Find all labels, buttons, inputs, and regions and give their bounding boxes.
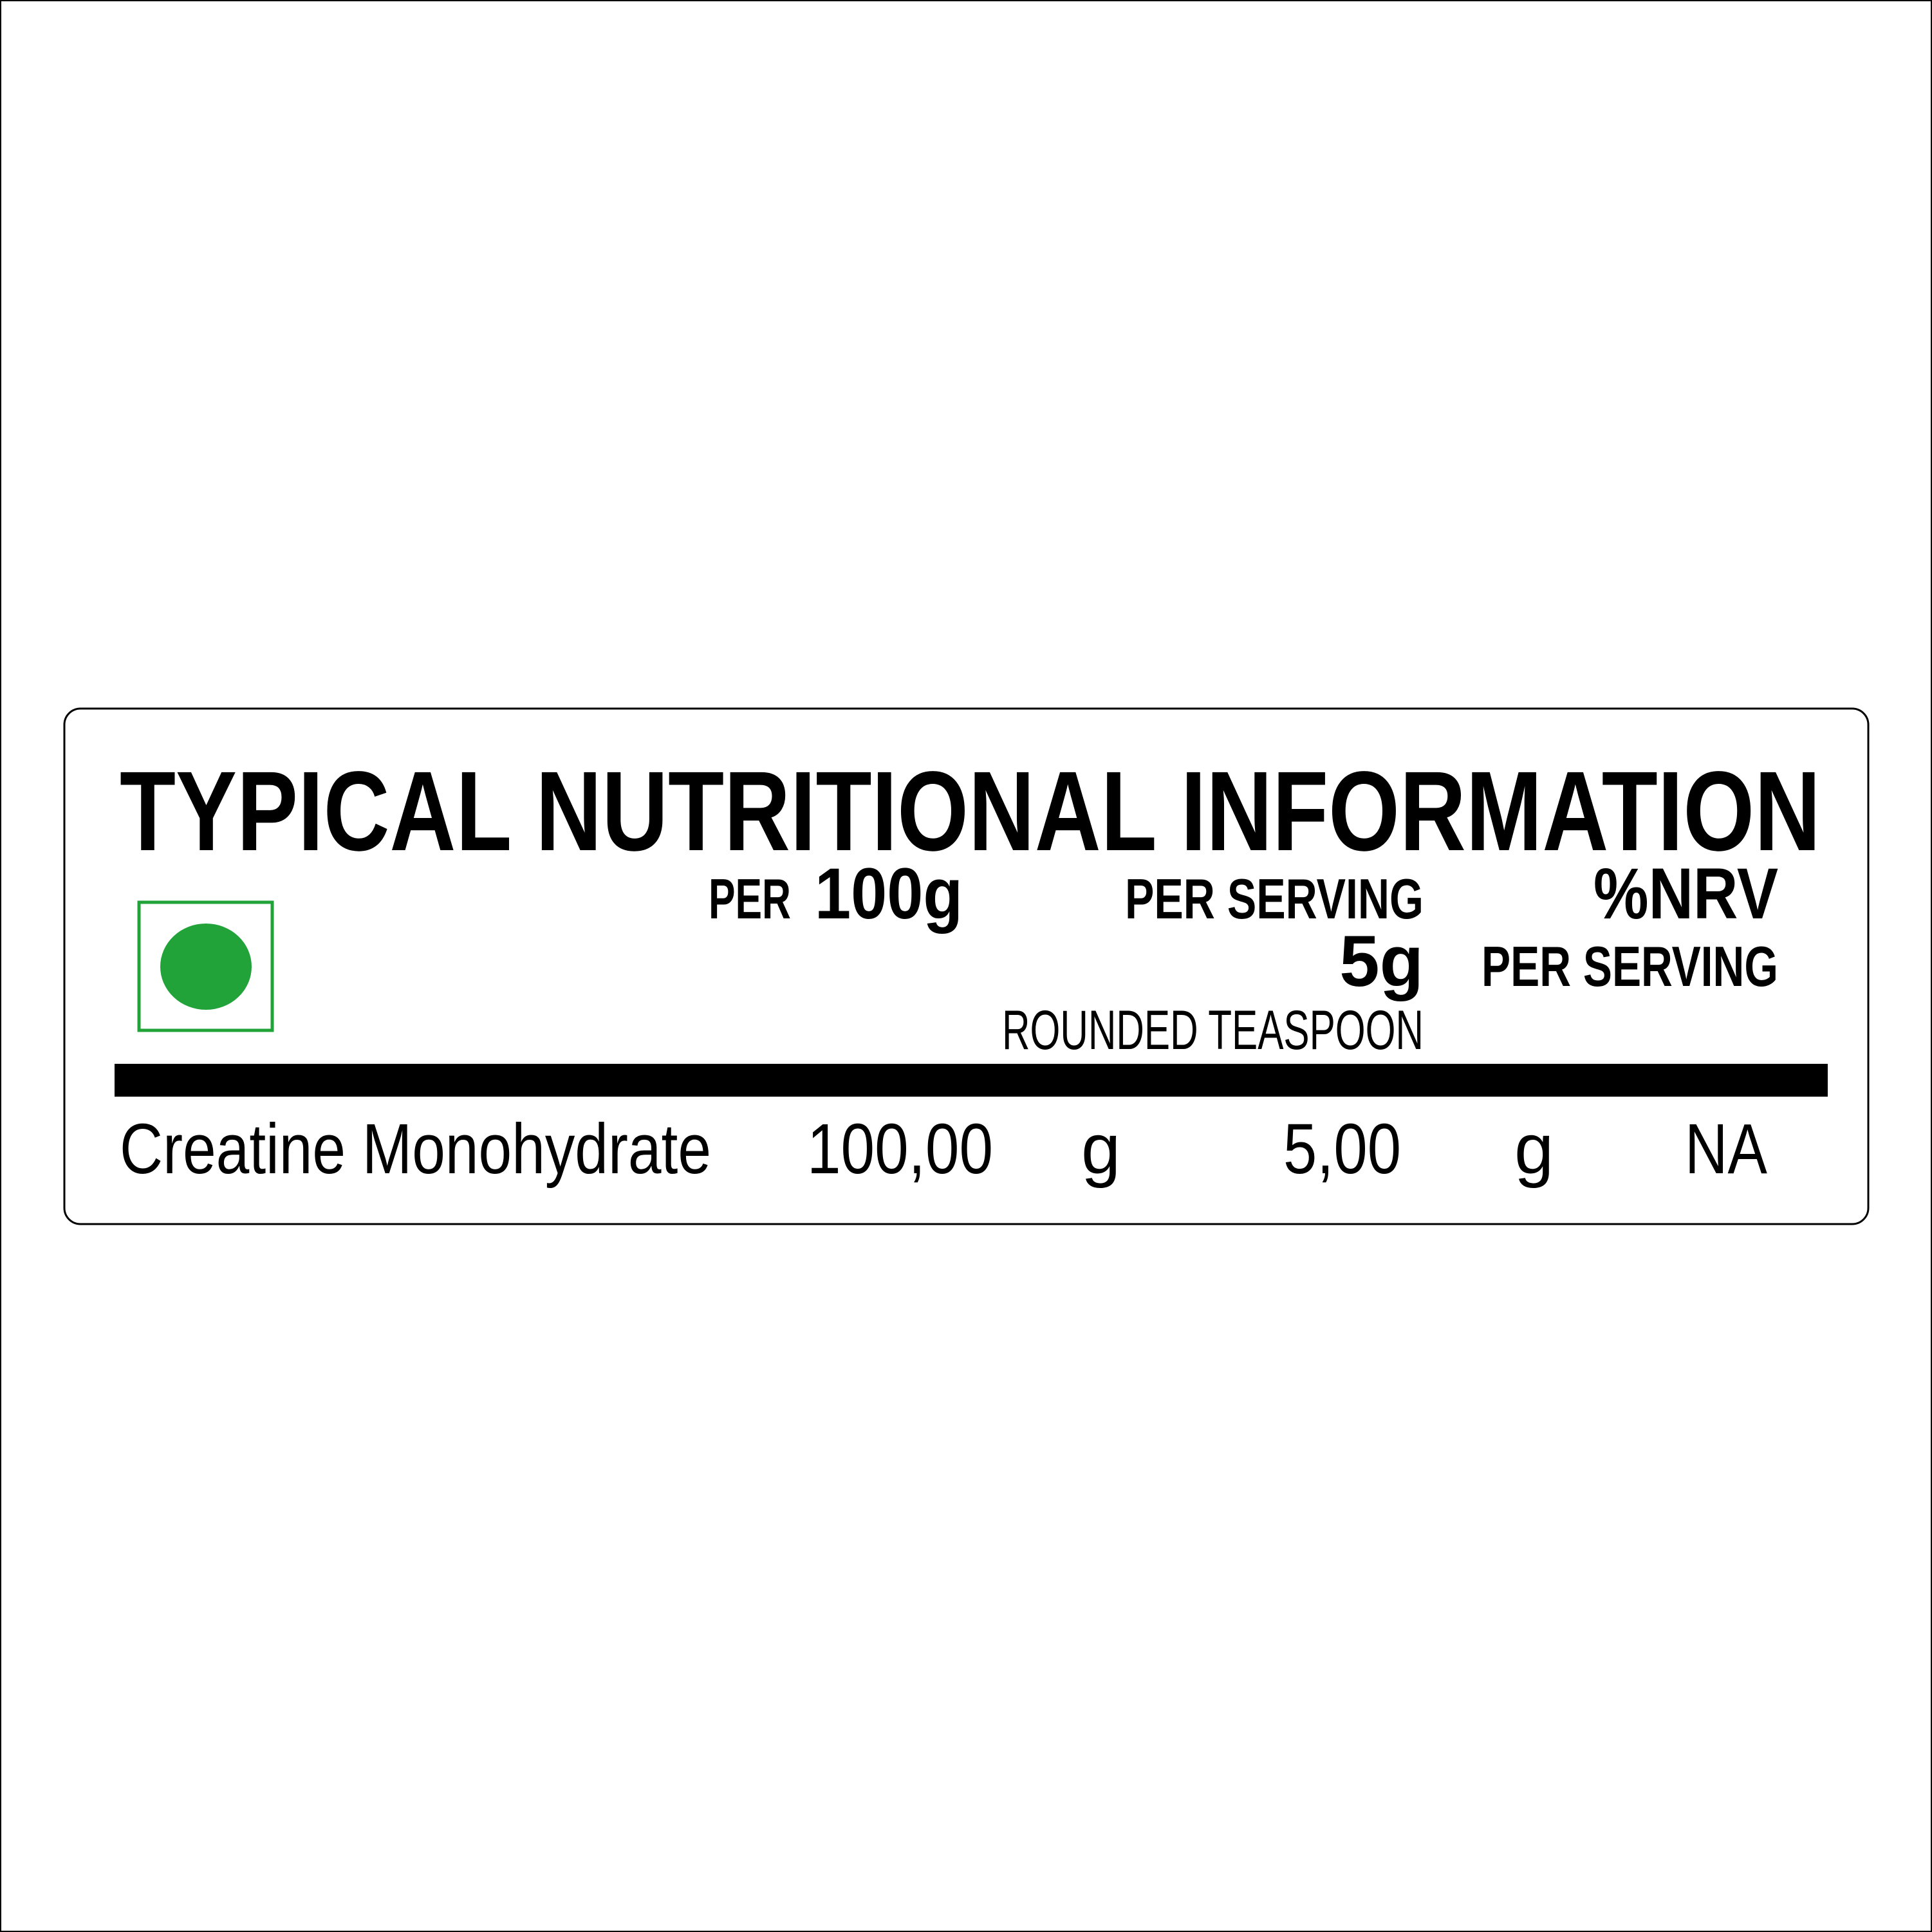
nrv-subheader: PER SERVING [1482,934,1778,998]
serving-size: 5g [1339,921,1424,1001]
per-100g-amount: 100,00 [807,1110,993,1189]
per-serving-header: PER SERVING [1125,867,1424,931]
nrv-header: %NRV [1593,853,1778,934]
veg-mark-icon [137,900,274,1032]
nrv-value: NA [1685,1110,1768,1189]
nutrient-name: Creatine Monohydrate [120,1110,711,1189]
header-divider [115,1064,1828,1097]
per-serving-unit: g [1514,1110,1554,1189]
per-100g-unit: g [1081,1110,1120,1189]
per-serving-amount: 5,00 [1283,1110,1401,1189]
label-title: TYPICAL NUTRITIONAL INFORMATION [120,748,1821,875]
per-100g-prefix: PER [709,867,791,931]
table-row: Creatine Monohydrate 100,00 g 5,00 g NA [120,1110,1768,1189]
per-100g-value: 100g [815,853,963,934]
serving-note: ROUNDED TEASPOON [1002,999,1424,1061]
